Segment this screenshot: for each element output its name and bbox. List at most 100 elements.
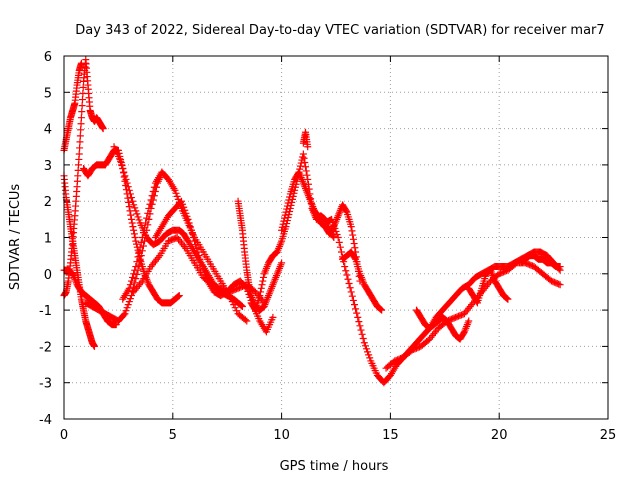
data-point	[126, 281, 134, 289]
data-point	[172, 189, 180, 197]
data-point	[147, 196, 155, 204]
y-tick-label: -4	[39, 413, 52, 428]
data-point	[178, 197, 186, 205]
data-point	[238, 302, 246, 310]
data-point	[362, 345, 370, 353]
data-point	[284, 199, 292, 207]
data-point	[139, 229, 147, 237]
chart-title: Day 343 of 2022, Sidereal Day-to-day VTE…	[75, 23, 604, 38]
data-point	[195, 252, 203, 260]
data-point	[179, 200, 187, 208]
data-point	[132, 263, 140, 271]
data-point	[127, 292, 135, 300]
data-point	[286, 193, 294, 201]
data-point	[281, 214, 289, 222]
data-point	[352, 305, 360, 313]
data-point	[198, 262, 206, 270]
y-tick-label: 2	[44, 195, 52, 210]
data-point	[144, 209, 152, 217]
data-point	[138, 234, 146, 241]
data-point	[134, 253, 142, 261]
data-point	[77, 114, 85, 122]
data-point	[300, 154, 308, 162]
data-point	[227, 295, 235, 303]
data-point	[117, 157, 125, 165]
data-point	[128, 219, 136, 227]
data-point	[335, 238, 343, 246]
series-arc15	[308, 204, 564, 387]
data-point	[257, 284, 265, 292]
data-point	[278, 226, 286, 234]
data-point	[78, 96, 86, 104]
x-tick-label: 25	[600, 428, 617, 443]
x-tick-label: 20	[491, 428, 508, 443]
data-point	[199, 265, 207, 273]
series-arc5	[80, 146, 183, 307]
data-point	[278, 223, 286, 231]
y-tick-label: -2	[39, 340, 52, 355]
data-point	[344, 275, 352, 283]
data-point	[331, 224, 339, 232]
series-arc16	[339, 248, 386, 314]
data-point	[556, 281, 564, 289]
data-point	[77, 59, 85, 67]
data-point	[342, 207, 350, 215]
data-point	[556, 263, 564, 271]
data-point	[360, 339, 368, 347]
data-point	[465, 317, 473, 325]
data-point	[304, 180, 312, 188]
data-point	[184, 215, 192, 223]
data-point	[343, 271, 351, 279]
data-point	[129, 223, 137, 231]
data-point	[175, 292, 183, 300]
data-point	[118, 161, 126, 169]
data-point	[180, 203, 188, 211]
data-point	[173, 192, 181, 200]
data-point	[241, 316, 249, 324]
data-point	[78, 108, 86, 116]
data-point	[129, 197, 137, 205]
data-point	[186, 223, 194, 231]
data-point	[299, 150, 307, 158]
data-point	[188, 230, 196, 238]
data-point	[377, 305, 385, 313]
data-point	[77, 126, 85, 134]
data-point	[258, 281, 266, 289]
data-point	[365, 351, 373, 359]
data-point	[120, 168, 128, 176]
data-point	[124, 194, 132, 202]
data-point	[148, 192, 156, 200]
series-arc19	[465, 266, 512, 307]
data-point	[299, 153, 307, 161]
data-point	[201, 271, 209, 279]
data-point	[296, 162, 304, 170]
data-point	[77, 120, 85, 128]
data-point	[359, 335, 367, 343]
data-point	[130, 270, 138, 278]
data-point	[336, 243, 344, 251]
data-point	[126, 295, 134, 303]
data-point	[355, 318, 363, 326]
data-point	[303, 171, 311, 179]
y-axis-label: SDTVAR / TECUs	[8, 184, 23, 291]
data-point	[357, 326, 365, 334]
series-arc2	[60, 59, 85, 154]
data-point	[329, 218, 337, 226]
data-point	[191, 237, 199, 245]
data-point	[349, 296, 357, 304]
data-point	[135, 248, 143, 256]
data-point	[135, 261, 143, 269]
data-point	[348, 227, 356, 235]
data-point	[351, 244, 359, 252]
data-point	[196, 255, 204, 263]
data-point	[137, 238, 145, 246]
data-point	[171, 186, 179, 194]
data-point	[131, 266, 139, 274]
data-point	[278, 259, 286, 267]
data-point	[183, 212, 191, 220]
series-arc18	[413, 306, 473, 343]
data-point	[332, 227, 340, 235]
data-point	[78, 102, 86, 110]
data-point	[132, 207, 140, 215]
data-point	[119, 165, 127, 173]
